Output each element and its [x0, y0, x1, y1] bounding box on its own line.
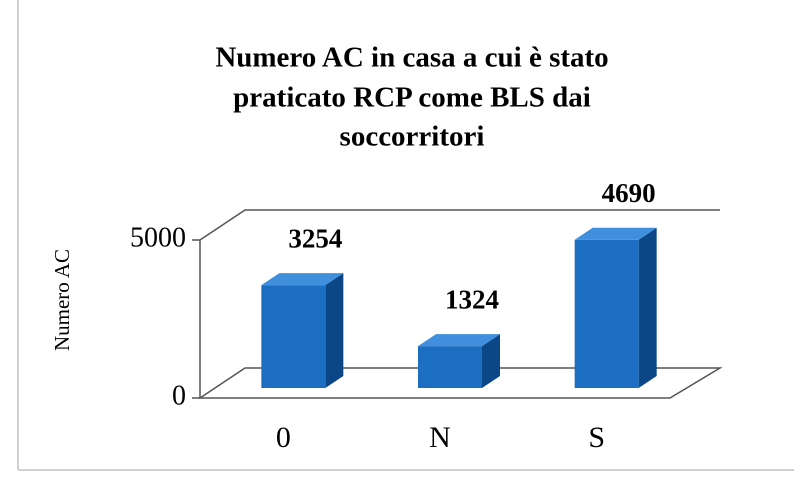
x-tick-label: 0 — [276, 421, 291, 454]
title-line: soccorritori — [340, 121, 485, 153]
value-label: 4690 — [602, 178, 656, 208]
x-tick-label: S — [588, 421, 605, 454]
title-line: praticato RCP come BLS dai — [233, 82, 591, 114]
y-axis-label: Numero AC — [50, 249, 74, 351]
grid-line — [199, 209, 720, 241]
bar-side — [482, 334, 500, 388]
bar — [574, 239, 639, 388]
floor — [197, 367, 723, 399]
bar-side — [325, 273, 344, 388]
bar — [261, 285, 326, 388]
title-line: Numero AC in casa a cui è stato — [215, 42, 608, 74]
value-label: 1324 — [445, 284, 499, 314]
chart-title: Numero AC in casa a cui è stato praticat… — [215, 42, 608, 153]
y-tick-label: 5000 — [130, 222, 186, 253]
x-tick-label: N — [429, 421, 451, 454]
bar-top — [261, 273, 344, 286]
bar — [418, 346, 482, 388]
bar-side — [638, 227, 657, 388]
bar-top — [574, 227, 657, 240]
y-tick-label: 0 — [172, 380, 186, 411]
value-label: 3254 — [288, 223, 342, 253]
bar-top — [418, 334, 500, 347]
